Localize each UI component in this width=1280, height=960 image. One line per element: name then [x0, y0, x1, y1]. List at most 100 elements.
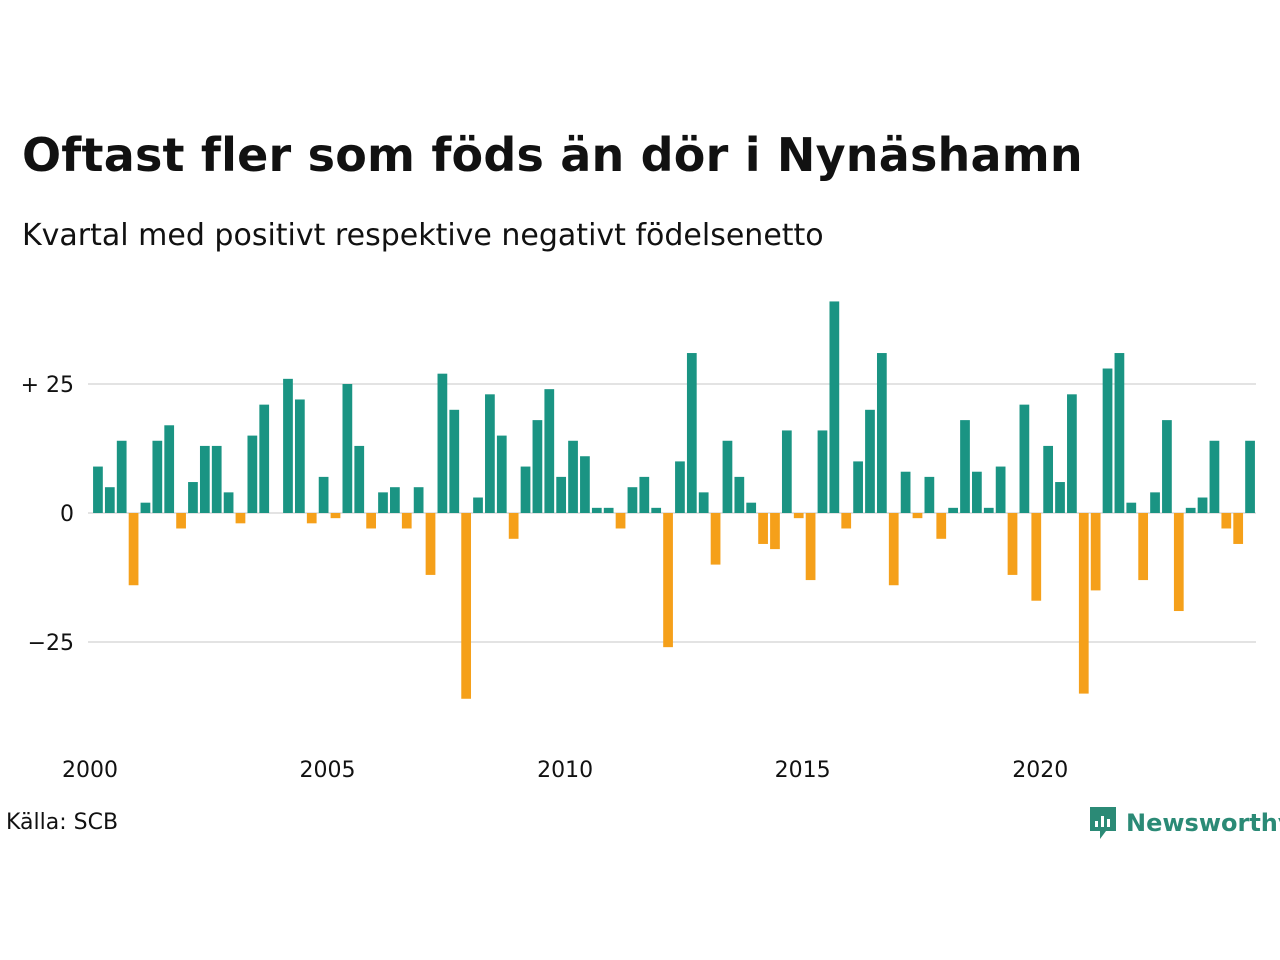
bar-2018Q1 — [948, 507, 958, 513]
bar-2020Q3 — [1067, 394, 1077, 513]
bar-2000Q3 — [116, 440, 127, 513]
bar-2005Q2 — [342, 384, 353, 513]
bar-2002Q4 — [223, 492, 234, 513]
bar-2019Q1 — [995, 466, 1006, 513]
bar-2010Q2 — [580, 456, 590, 513]
bar-2017Q3 — [924, 476, 935, 513]
bar-2015Q3 — [829, 301, 840, 513]
y-tick-label: 0 — [60, 502, 74, 527]
bar-2023Q2 — [1197, 497, 1208, 513]
bar-2019Q4 — [1031, 513, 1042, 601]
bar-2020Q1 — [1043, 445, 1054, 513]
y-tick-label: −25 — [28, 631, 74, 656]
bar-2001Q2 — [152, 440, 163, 513]
bar-2022Q2 — [1150, 492, 1160, 513]
x-tick-label: 2015 — [775, 758, 831, 783]
bar-2010Q4 — [603, 507, 614, 513]
bar-2013Q4 — [746, 502, 757, 513]
x-tick-label: 2005 — [300, 758, 356, 783]
bar-2013Q2 — [722, 440, 733, 513]
bar-2002Q2 — [199, 445, 210, 513]
bar-2001Q4 — [176, 513, 186, 529]
bar-2018Q4 — [983, 507, 994, 513]
x-axis-ticks: 2000 2005 2010 2015 2020 — [62, 758, 1068, 783]
bar-2009Q1 — [520, 466, 531, 513]
bar-2012Q4 — [698, 492, 709, 513]
bar-2006Q3 — [401, 513, 412, 529]
bar-2016Q2 — [865, 409, 875, 513]
bar-2007Q2 — [437, 373, 448, 513]
bar-2000Q2 — [104, 487, 115, 513]
bar-2003Q1 — [235, 513, 246, 524]
bar-2021Q1 — [1090, 513, 1101, 591]
bar-2024Q2 — [1245, 440, 1255, 513]
bar-2012Q1 — [663, 513, 673, 648]
bar-2015Q4 — [841, 513, 852, 529]
bar-2019Q3 — [1019, 404, 1030, 513]
bar-2023Q1 — [1185, 507, 1196, 513]
bar-chart: + 25 0 −25 2000 2005 2010 2015 2020 — [21, 301, 1256, 783]
y-axis-ticks: + 25 0 −25 — [21, 373, 74, 656]
bar-2016Q4 — [888, 513, 899, 586]
x-tick-label: 2020 — [1012, 758, 1068, 783]
bars — [93, 301, 1255, 699]
bar-2011Q3 — [639, 476, 650, 513]
bar-2011Q1 — [615, 513, 626, 529]
bar-2014Q3 — [781, 430, 792, 513]
bar-2004Q1 — [283, 378, 293, 513]
bar-2016Q3 — [876, 353, 887, 513]
bar-2002Q3 — [211, 445, 222, 513]
newsworthy-logo-icon — [1090, 807, 1116, 839]
bar-2008Q4 — [508, 513, 519, 539]
bar-2009Q2 — [532, 420, 543, 513]
bar-2006Q1 — [378, 492, 388, 513]
chart-subtitle: Kvartal med positivt respektive negativt… — [22, 218, 824, 253]
bar-2001Q1 — [140, 502, 151, 513]
bar-2022Q3 — [1162, 420, 1172, 513]
bar-2013Q3 — [734, 476, 745, 513]
bar-2007Q4 — [461, 513, 472, 699]
bar-2007Q1 — [425, 513, 436, 575]
brand-name: Newsworthy — [1126, 809, 1280, 837]
bar-2014Q2 — [770, 513, 780, 550]
bar-2018Q3 — [972, 471, 982, 513]
bar-2004Q2 — [294, 399, 305, 513]
bar-2015Q2 — [817, 430, 828, 513]
bar-2011Q2 — [627, 487, 638, 513]
bar-2006Q2 — [390, 487, 400, 513]
bar-2009Q4 — [556, 476, 567, 513]
bar-2008Q1 — [473, 497, 483, 513]
bar-2005Q4 — [366, 513, 376, 529]
bar-2006Q4 — [413, 487, 424, 513]
bar-2017Q4 — [936, 513, 947, 539]
bar-2008Q3 — [496, 435, 507, 513]
bar-2018Q2 — [960, 420, 970, 513]
bar-2003Q2 — [247, 435, 258, 513]
bar-2012Q2 — [675, 461, 685, 513]
bar-2007Q3 — [449, 409, 460, 513]
bar-2020Q2 — [1055, 482, 1065, 513]
bar-2008Q2 — [485, 394, 495, 513]
brand-logo: Newsworthy — [1088, 805, 1280, 841]
bar-2017Q2 — [912, 513, 923, 519]
bar-2023Q4 — [1221, 513, 1232, 529]
x-tick-label: 2000 — [62, 758, 118, 783]
bar-2005Q1 — [330, 513, 341, 519]
bar-2001Q3 — [164, 425, 175, 513]
bar-2011Q4 — [651, 507, 662, 513]
bar-2022Q1 — [1138, 513, 1149, 581]
bar-2017Q1 — [900, 471, 911, 513]
bar-2014Q4 — [793, 513, 804, 519]
bar-2003Q3 — [259, 404, 270, 513]
bar-2019Q2 — [1007, 513, 1018, 575]
bar-2016Q1 — [853, 461, 863, 513]
bar-2005Q3 — [354, 445, 365, 513]
x-tick-label: 2010 — [537, 758, 593, 783]
bar-2015Q1 — [805, 513, 816, 581]
bar-2000Q1 — [93, 466, 103, 513]
y-tick-label: + 25 — [21, 373, 74, 398]
bar-2021Q3 — [1114, 353, 1125, 513]
bar-2013Q1 — [710, 513, 721, 565]
bar-2012Q3 — [686, 353, 697, 513]
bar-2022Q4 — [1173, 513, 1184, 612]
